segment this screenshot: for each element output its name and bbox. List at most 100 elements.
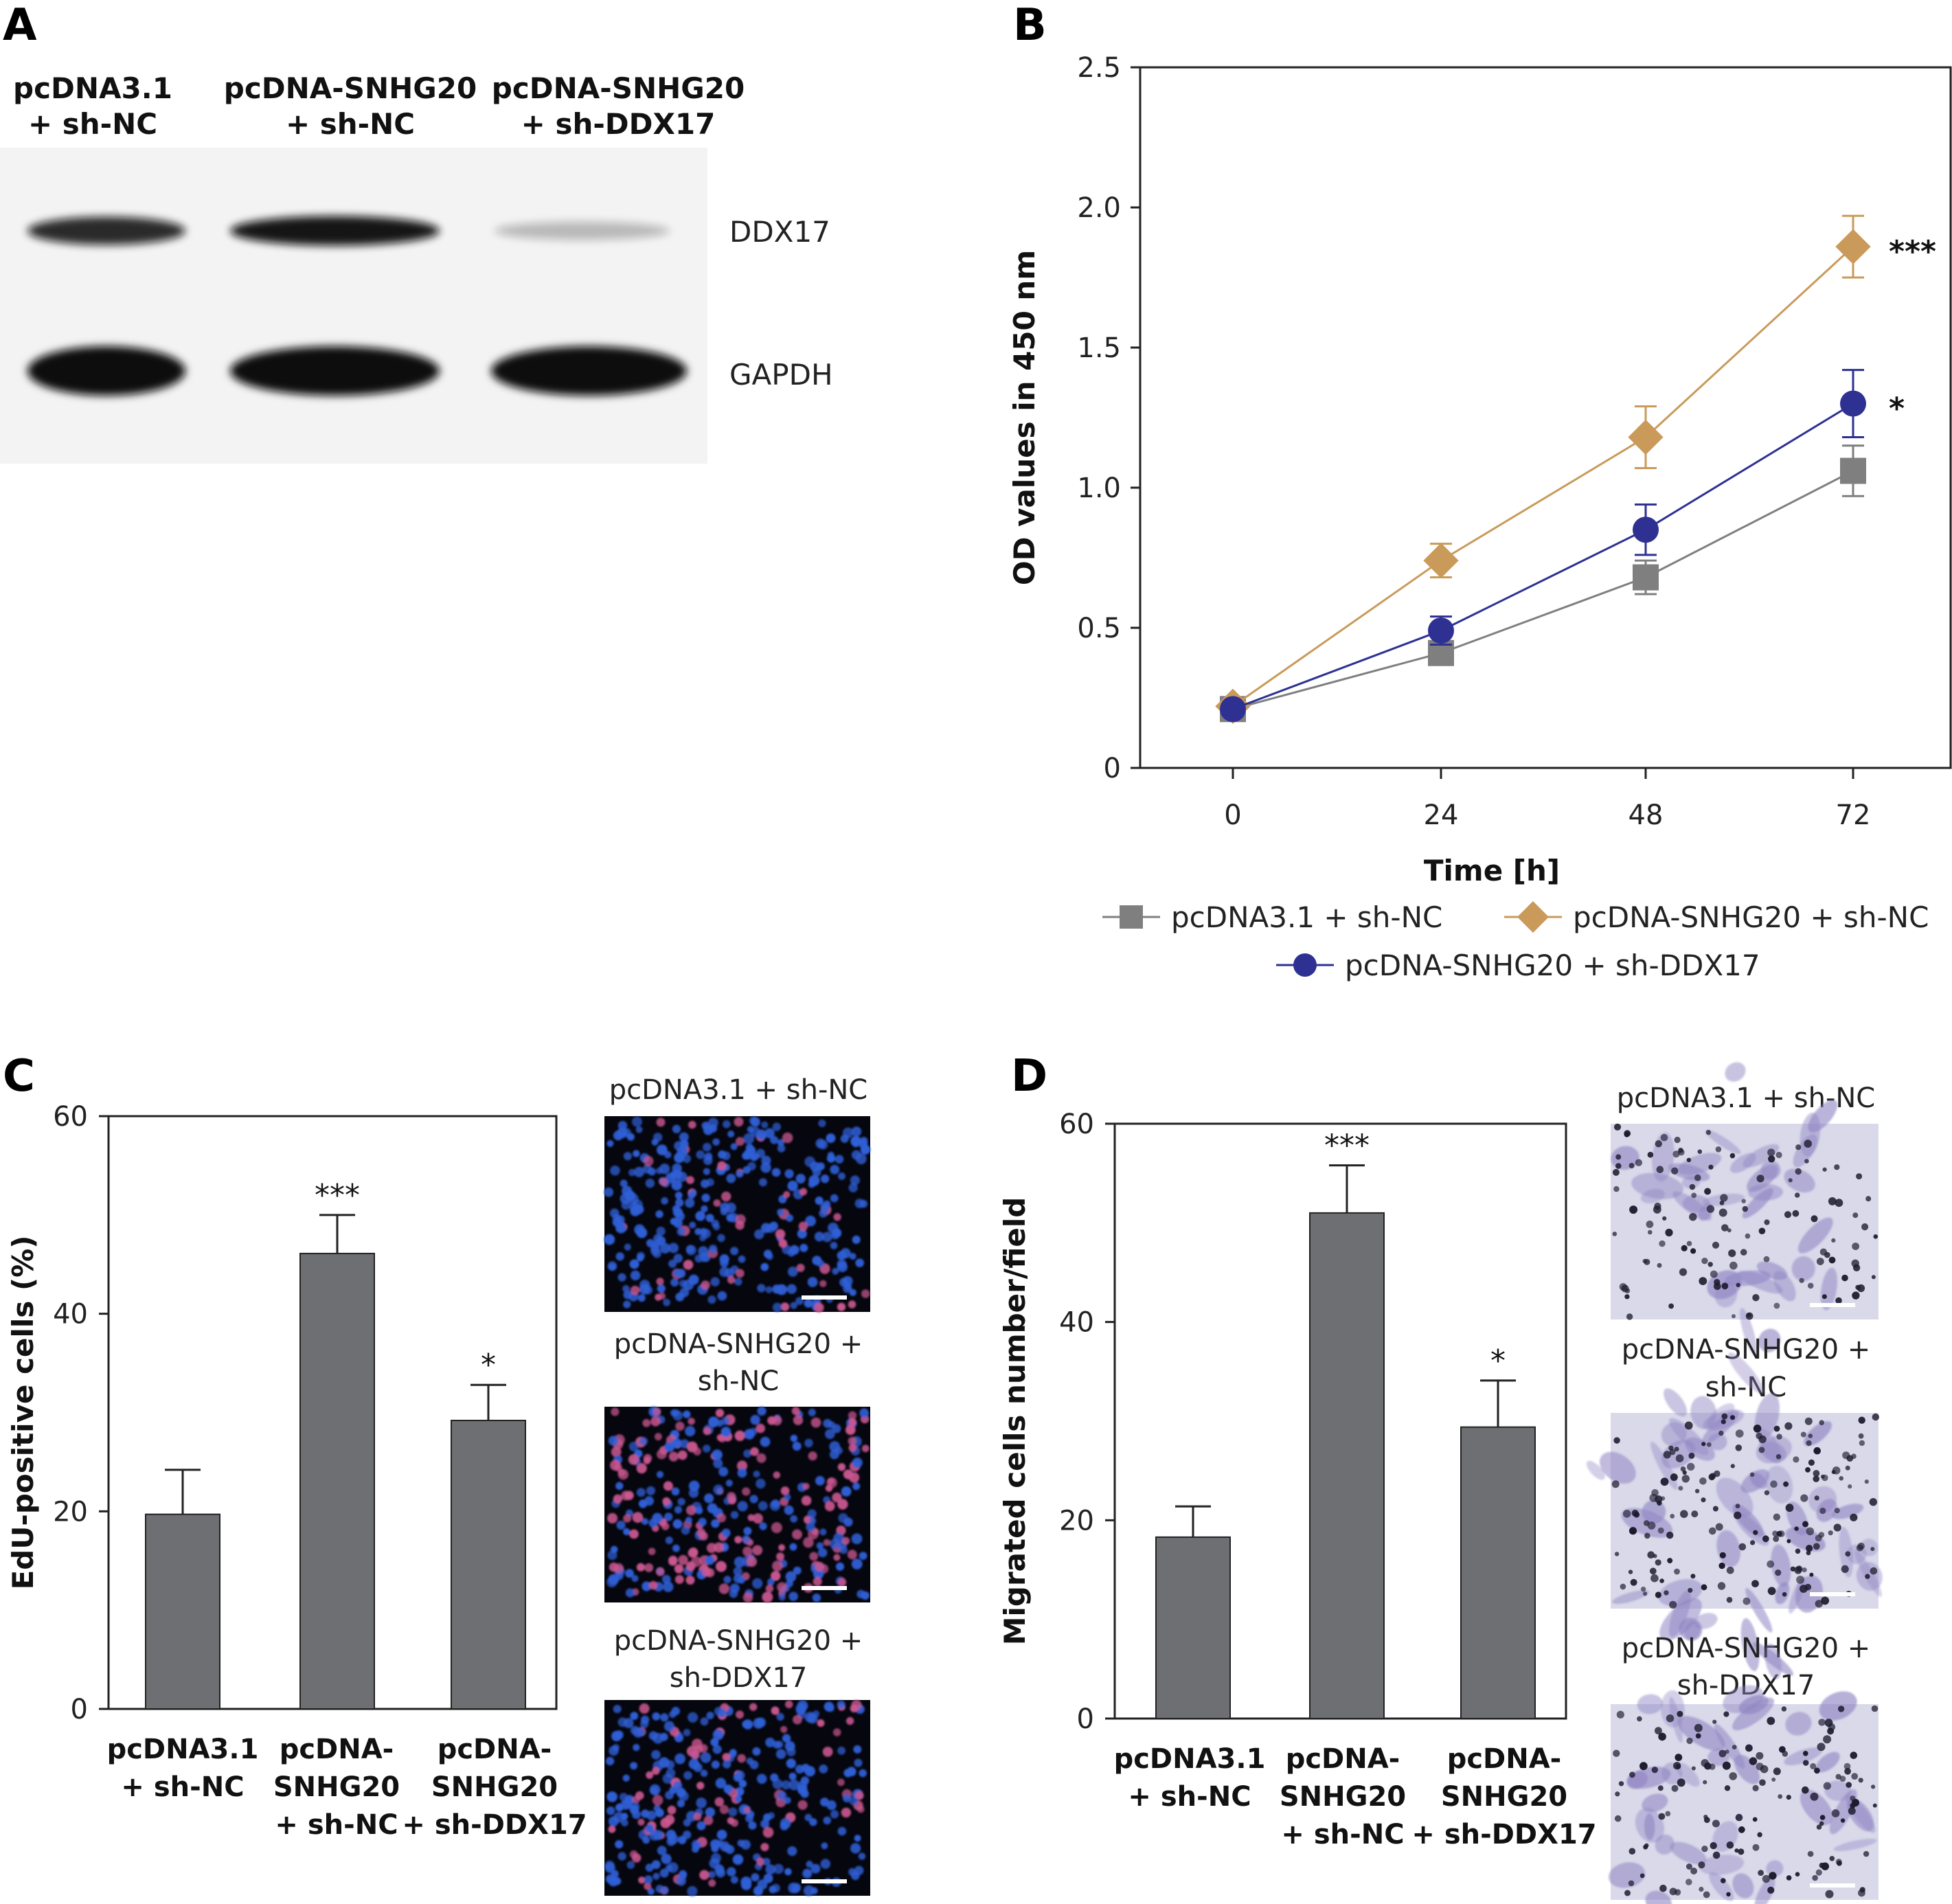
dapi-nucleus — [786, 1747, 796, 1757]
dapi-nucleus — [789, 1245, 799, 1255]
membrane-pore — [1804, 1159, 1809, 1164]
dapi-nucleus — [625, 1588, 635, 1598]
membrane-pore — [1776, 1433, 1782, 1440]
cell-body — [1804, 1421, 1832, 1447]
edu-positive-nucleus — [771, 1706, 780, 1715]
membrane-pore — [1764, 1490, 1770, 1495]
dapi-nucleus — [659, 1868, 669, 1878]
dapi-nucleus — [832, 1267, 839, 1275]
edu-positive-nucleus — [783, 1191, 791, 1199]
edu-positive-nucleus — [778, 1544, 786, 1552]
dapi-nucleus — [760, 1819, 770, 1828]
edu-positive-nucleus — [817, 1719, 825, 1727]
cell-body — [1785, 1712, 1812, 1736]
membrane-pore — [1815, 1600, 1823, 1608]
dapi-nucleus — [859, 1552, 867, 1561]
membrane-pore — [1840, 1818, 1846, 1823]
membrane-pore — [1708, 1473, 1716, 1481]
membrane-pore — [1721, 1224, 1729, 1232]
membrane-pore — [1677, 1710, 1683, 1717]
y-tick-label: 0 — [1077, 1703, 1094, 1735]
dapi-nucleus — [712, 1138, 720, 1146]
edu-positive-nucleus — [809, 1552, 819, 1561]
dapi-nucleus — [747, 1126, 754, 1133]
cell-body — [1784, 1747, 1822, 1766]
dapi-nucleus — [788, 1772, 797, 1780]
dapi-nucleus — [749, 1495, 758, 1504]
dapi-nucleus — [772, 1302, 782, 1313]
dapi-nucleus — [777, 1208, 784, 1216]
dapi-nucleus — [677, 1800, 685, 1808]
band-ddx17-lane-0 — [27, 216, 185, 245]
membrane-pore — [1687, 1462, 1695, 1471]
edu-positive-nucleus — [848, 1436, 857, 1446]
dapi-nucleus — [826, 1133, 836, 1144]
dapi-nucleus — [745, 1144, 754, 1152]
membrane-pore — [1792, 1210, 1800, 1217]
lane-label-0-0: pcDNA3.1 — [13, 71, 172, 105]
membrane-pore — [1865, 1574, 1870, 1579]
dapi-nucleus — [606, 1806, 615, 1815]
edu-positive-nucleus — [648, 1580, 658, 1590]
membrane-pore — [1858, 1778, 1863, 1783]
membrane-pore — [1785, 1504, 1794, 1512]
dapi-nucleus — [849, 1289, 856, 1297]
cell-body — [1609, 1862, 1646, 1888]
membrane-pore — [1802, 1786, 1809, 1794]
membrane-pore — [1637, 1716, 1642, 1722]
edu-positive-nucleus — [688, 1548, 699, 1558]
dapi-nucleus — [823, 1418, 832, 1428]
edu-positive-nucleus — [780, 1725, 788, 1733]
significance-mark: *** — [1889, 234, 1936, 269]
dapi-nucleus — [777, 1791, 787, 1801]
edu-positive-nucleus — [650, 1416, 661, 1427]
membrane-pore — [1732, 1745, 1737, 1750]
dapi-nucleus — [773, 1863, 784, 1874]
membrane-pore — [1706, 1442, 1712, 1447]
membrane-pore — [1647, 1151, 1654, 1158]
edu-positive-nucleus — [632, 1512, 644, 1523]
dapi-nucleus — [662, 1773, 673, 1784]
edu-positive-nucleus — [762, 1826, 774, 1838]
edu-positive-nucleus — [837, 1302, 846, 1312]
y-tick-label: 0 — [71, 1694, 88, 1725]
dapi-nucleus — [617, 1120, 628, 1131]
edu-positive-nucleus — [848, 1300, 856, 1308]
cell-body — [1820, 1267, 1837, 1311]
dapi-nucleus — [738, 1780, 747, 1788]
membrane-pore — [1796, 1576, 1804, 1584]
band-gapdh-lane-2 — [491, 346, 687, 396]
dapi-nucleus — [720, 1428, 729, 1436]
membrane-pore — [1738, 1543, 1747, 1551]
membrane-pore — [1752, 1817, 1758, 1822]
membrane-pore — [1813, 1447, 1821, 1455]
dapi-nucleus — [628, 1168, 636, 1177]
dapi-nucleus — [727, 1130, 735, 1138]
membrane-pore — [1703, 1817, 1710, 1824]
dapi-nucleus — [623, 1300, 631, 1308]
dapi-nucleus — [667, 1833, 679, 1845]
membrane-pore — [1872, 1803, 1877, 1808]
membrane-pore — [1837, 1705, 1845, 1712]
dapi-nucleus — [850, 1175, 860, 1186]
dapi-nucleus — [624, 1243, 631, 1251]
dapi-nucleus — [712, 1449, 723, 1460]
edu-positive-nucleus — [851, 1699, 862, 1711]
dapi-nucleus — [652, 1732, 663, 1744]
membrane-pore — [1740, 1249, 1747, 1256]
dapi-nucleus — [620, 1800, 631, 1811]
membrane-pore — [1729, 1261, 1738, 1270]
bar-1 — [1309, 1212, 1385, 1719]
dapi-nucleus — [784, 1868, 792, 1876]
dapi-nucleus — [785, 1579, 793, 1587]
dapi-nucleus — [735, 1787, 745, 1796]
cell-body — [1808, 1100, 1838, 1133]
edu-positive-nucleus — [734, 1430, 745, 1441]
blot-bands — [27, 216, 687, 396]
membrane-pore — [1674, 1136, 1681, 1144]
cell-body — [1716, 1477, 1754, 1518]
dapi-nucleus — [688, 1480, 700, 1492]
membrane-pore — [1819, 1821, 1824, 1826]
category-label: + sh-NC — [275, 1809, 398, 1841]
edu-positive-nucleus — [845, 1425, 856, 1436]
